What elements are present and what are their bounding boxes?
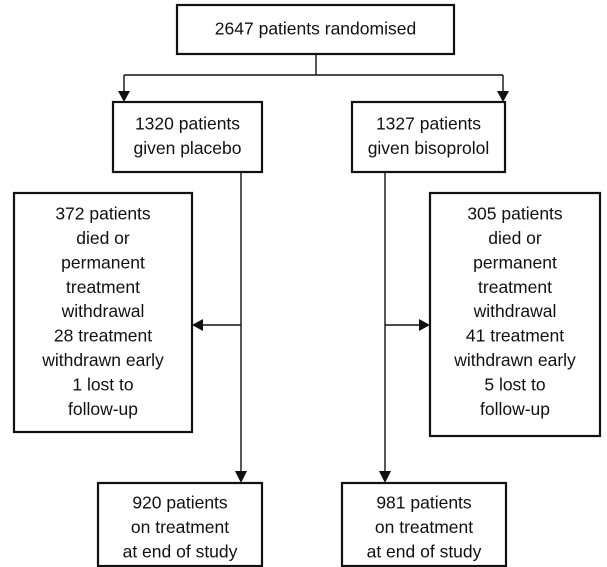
node-text: 28 treatment xyxy=(54,326,152,346)
node-box xyxy=(175,3,456,56)
node-text: died or xyxy=(76,228,130,248)
node: 981 patients on treatment at end of study xyxy=(340,481,508,567)
node-box xyxy=(111,100,264,174)
split-connector xyxy=(123,54,504,92)
node: 920 patients on treatment at end of study xyxy=(96,481,264,567)
left-connector xyxy=(203,172,242,472)
node-text: withdrawal xyxy=(473,301,557,321)
node-box xyxy=(340,481,508,567)
node-text: 2647 patients randomised xyxy=(215,19,416,39)
node: 1327 patients given bisoprolol xyxy=(350,100,507,174)
node: 305 patients died or permanent treatment wit… xyxy=(428,191,602,438)
connectors xyxy=(118,54,509,483)
node-text: at end of study xyxy=(123,541,238,561)
node-text: follow-up xyxy=(480,399,550,419)
arrow-head xyxy=(419,319,430,331)
node-text: permanent xyxy=(61,252,145,272)
node-text: died or xyxy=(488,228,542,248)
node: 2647 patients randomised xyxy=(175,3,456,56)
arrow-head xyxy=(497,91,509,102)
arrow-head xyxy=(118,91,130,102)
node-box xyxy=(96,481,264,567)
node: 372 patients died or permanent treatment wit… xyxy=(12,191,194,434)
node-text: on treatment xyxy=(375,517,473,537)
node-text: permanent xyxy=(473,252,557,272)
node-text: at end of study xyxy=(367,541,482,561)
node-box xyxy=(350,100,507,174)
node-text: 372 patients xyxy=(55,204,151,224)
arrow-head xyxy=(192,319,203,331)
node-text: 920 patients xyxy=(132,493,228,513)
node-text: 305 patients xyxy=(467,204,563,224)
arrow-head xyxy=(379,471,391,483)
node-text: 5 lost to xyxy=(484,374,545,394)
node-text: 1327 patients xyxy=(376,114,481,134)
node-box xyxy=(12,191,194,434)
node-text: 981 patients xyxy=(376,493,472,513)
node-text: 41 treatment xyxy=(466,326,564,346)
node: 1320 patients given placebo xyxy=(111,100,264,174)
right-connector xyxy=(384,172,419,472)
node-text: given bisoprolol xyxy=(368,138,490,158)
node-box xyxy=(428,191,602,438)
arrow-head xyxy=(235,471,247,483)
node-text: withdrawn early xyxy=(453,350,576,370)
node-text: treatment xyxy=(66,277,140,297)
node-text: 1320 patients xyxy=(135,114,240,134)
node-text: withdrawal xyxy=(61,301,145,321)
node-text: withdrawn early xyxy=(41,350,164,370)
node-text: given placebo xyxy=(134,138,242,158)
node-text: follow-up xyxy=(68,399,138,419)
node-text: on treatment xyxy=(131,517,229,537)
node-text: 1 lost to xyxy=(72,374,133,394)
node-text: treatment xyxy=(478,277,552,297)
